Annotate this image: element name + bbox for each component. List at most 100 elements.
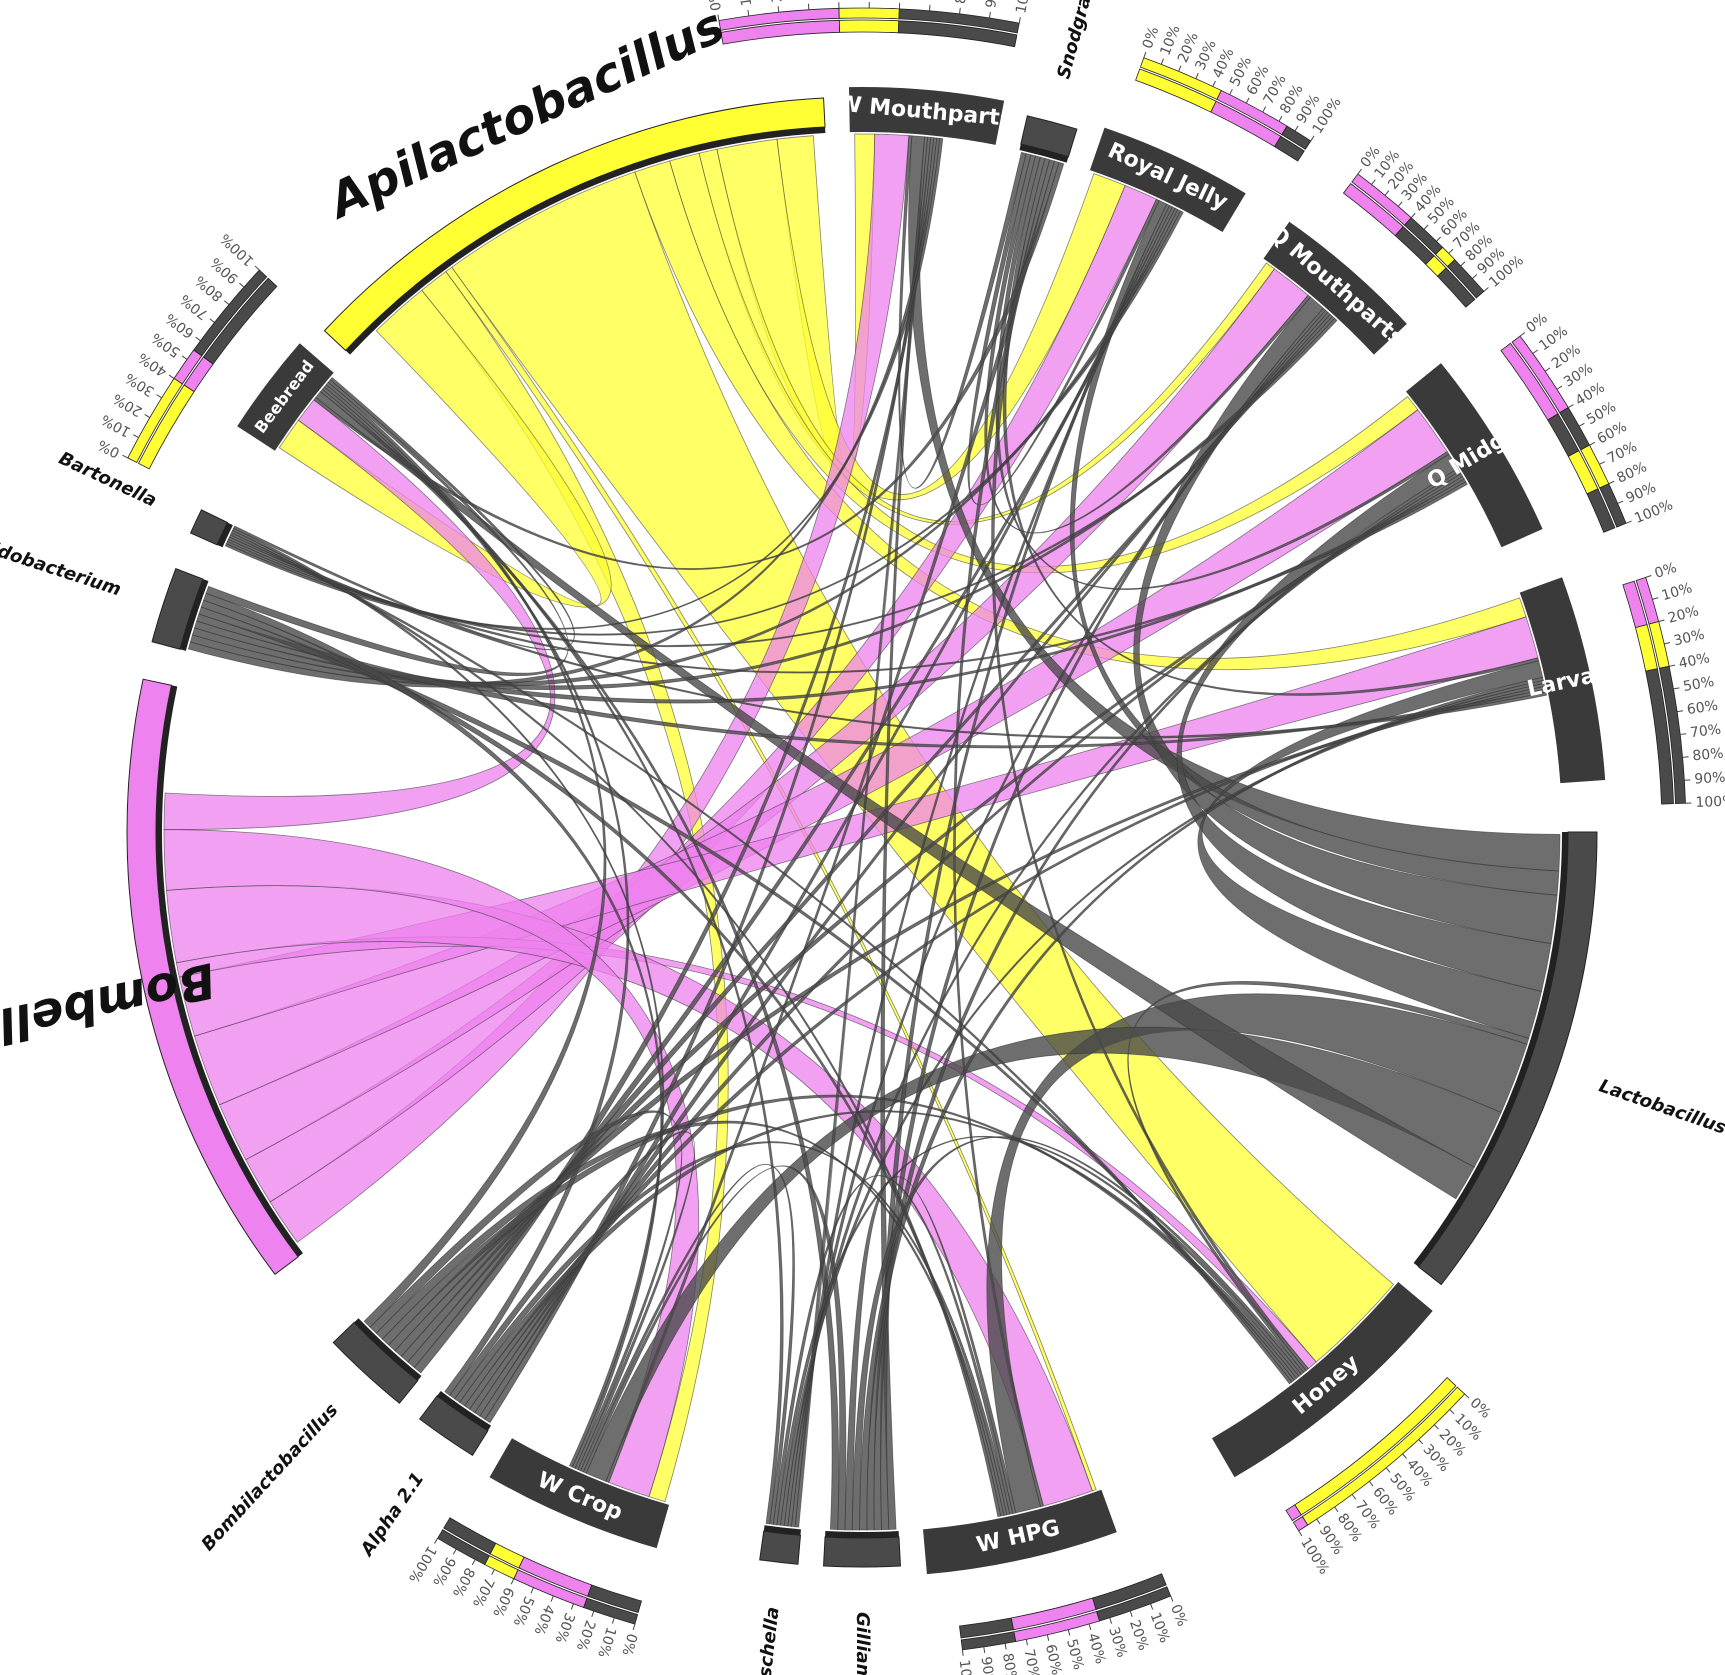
ribbon-gilliamella-larvae (859, 676, 1544, 1531)
tick-mark (1195, 72, 1199, 79)
tick-label: 20% (767, 0, 786, 3)
tick-mark (1625, 520, 1632, 524)
taxon-label-bifidobacterium: Bifidobacterium (0, 530, 124, 600)
tick-mark (1334, 1506, 1339, 1513)
tick-mark (961, 1649, 964, 1656)
ribbon-lactobacillus-q-mouthparts (1133, 296, 1558, 945)
ribbon-lactobacillus-w-hpg (986, 993, 1528, 1514)
tick-mark (1658, 619, 1665, 622)
bar-seg-rest (443, 1517, 497, 1555)
ribbon-frischella-w-hpg (772, 1175, 1014, 1526)
tick-label: 10% (594, 1625, 619, 1659)
ribbon-frischella-w-crop (580, 1164, 795, 1525)
ribbon-bombilactobacillus-royal-jelly (407, 207, 1179, 1369)
tick-mark (1384, 190, 1390, 196)
taxon-arc-frischella (759, 1530, 802, 1565)
tick-mark (1673, 687, 1680, 690)
taxon-inner-arc-frischella (763, 1525, 801, 1536)
tick-mark (1589, 441, 1596, 446)
tick-mark (1067, 1629, 1071, 1636)
tick-label: 60% (1686, 698, 1719, 718)
tick-label: 20% (1126, 1618, 1151, 1653)
taxon-inner-arc-bombilactobacillus (354, 1318, 422, 1381)
ribbon-snodgrassella-larvae (1002, 156, 1540, 696)
tick-mark (1599, 461, 1606, 465)
tick-label: 100% (956, 1659, 977, 1675)
ribbon-bartonella-larvae (228, 534, 1547, 739)
tick-mark (1664, 641, 1671, 645)
tick-mark (591, 1610, 595, 1617)
sample-arc-w-crop (489, 1438, 670, 1549)
tick-mark (168, 374, 175, 379)
tick-mark (471, 1559, 476, 1566)
bar-seg-other-outer (1281, 125, 1312, 150)
tick-mark (1351, 1494, 1357, 1500)
tick-mark (1357, 168, 1362, 175)
bar-seg-rest-outer (1599, 483, 1627, 528)
tick-label: 50% (1063, 1637, 1086, 1671)
bar-seg-rest (959, 1617, 1014, 1639)
bar-seg-other (1645, 668, 1674, 805)
tick-mark (550, 1595, 554, 1602)
ribbon-alpha-2-1-w-hpg (454, 1141, 1011, 1516)
tick-mark (777, 6, 780, 13)
tick-mark (1245, 97, 1250, 104)
ribbon-snodgrassella-w-crop (605, 160, 1060, 1483)
taxon-arc-bifidobacterium (151, 567, 204, 650)
tick-label: 0% (1523, 310, 1550, 336)
tick-mark (254, 265, 260, 271)
taxon-arc-gilliamella (823, 1536, 901, 1568)
bar-seg-apilactobacillus (838, 19, 900, 34)
bar-seg-rest-outer (960, 1631, 1017, 1651)
tick-mark (156, 394, 162, 399)
tick-label: 100% (1695, 794, 1725, 811)
tick-mark (1472, 274, 1478, 279)
ribbon-bombilactobacillus-q-midgut (394, 475, 1465, 1357)
tick-mark (1464, 1393, 1470, 1399)
tick-mark (1368, 1481, 1374, 1487)
tick-mark (1018, 17, 1021, 24)
bar-seg-other (1274, 135, 1305, 162)
tick-label: 100% (1013, 0, 1036, 15)
ribbon-bartonella-honey (229, 532, 1293, 1385)
tick-mark (1150, 1603, 1154, 1610)
bar-seg-rest-outer (437, 1529, 490, 1566)
tick-mark (530, 1587, 534, 1594)
tick-label: 30% (1672, 627, 1706, 650)
ribbon-gilliamella-q-mouthparts (873, 307, 1327, 1531)
tick-label: 0% (705, 0, 725, 12)
tick-mark (1046, 1634, 1050, 1641)
ribbon-frischella-q-midgut (783, 470, 1462, 1527)
tick-mark (959, 7, 961, 14)
ribbon-bifidobacterium-beebread (205, 379, 569, 677)
ribbon-bifidobacterium-q-mouthparts (191, 315, 1336, 690)
bar-seg-rest (1436, 267, 1476, 308)
taxon-label-lactobacillus: Lactobacillus (1596, 1076, 1725, 1139)
taxon-inner-arc-snodgrassella (1019, 144, 1069, 163)
ribbon-bartonella-q-midgut (227, 481, 1468, 674)
taxon-label-gilliamella: Gilliamella (852, 1612, 873, 1675)
ribbon-lactobacillus-honey (1127, 980, 1530, 1374)
tick-label: 70% (1689, 722, 1722, 742)
tick-mark (181, 355, 188, 360)
tick-mark (1316, 1518, 1321, 1525)
composition-bar-w-hpg: 0%10%20%30%40%50%60%70%80%90%100% (956, 1573, 1190, 1675)
tick-mark (1645, 575, 1652, 578)
ribbon-bifidobacterium-q-midgut (193, 478, 1467, 704)
ribbon-gilliamella-beebread (319, 388, 840, 1530)
taxon-label-bombilactobacillus: Bombilactobacillus (197, 1399, 342, 1555)
tick-mark (988, 11, 991, 18)
taxon-inner-arc-bartonella (217, 522, 233, 548)
taxon-arc-apilactobacillus (323, 97, 826, 352)
sample-arc-larvae (1519, 577, 1606, 784)
tick-mark (1129, 1610, 1133, 1617)
tick-mark (1418, 1439, 1424, 1445)
tick-label: 10% (735, 0, 755, 7)
tick-mark (1617, 500, 1624, 504)
tick-mark (1436, 236, 1442, 242)
taxon-label-alpha-2-1: Alpha 2.1 (356, 1469, 429, 1562)
ribbon-alpha-2-1-w-mouthparts (484, 136, 935, 1424)
tick-mark (1556, 385, 1563, 390)
tick-label: 40% (1677, 650, 1711, 672)
sample-arc-q-midgut (1406, 363, 1543, 548)
